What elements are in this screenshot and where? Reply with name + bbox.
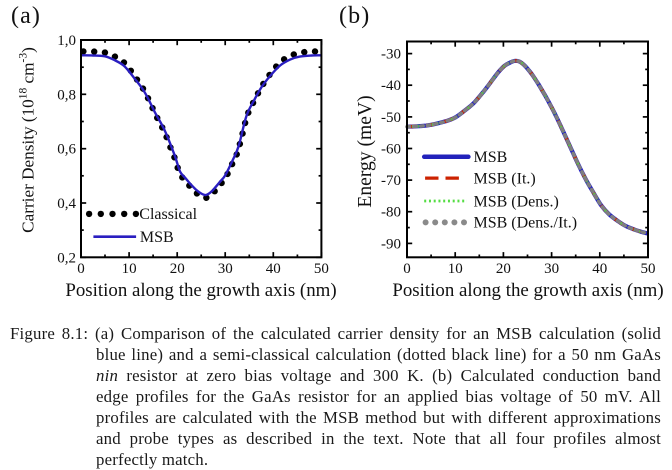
svg-text:MSB (Dens./It.): MSB (Dens./It.) <box>474 215 578 232</box>
svg-text:0,4: 0,4 <box>57 196 76 212</box>
svg-text:-60: -60 <box>381 142 401 158</box>
svg-text:(a): (a) <box>11 3 41 29</box>
svg-text:MSB (Dens.): MSB (Dens.) <box>474 193 559 210</box>
svg-text:40: 40 <box>266 261 281 277</box>
svg-text:-30: -30 <box>381 47 401 63</box>
svg-text:Energy (meV): Energy (meV) <box>355 95 376 207</box>
svg-text:MSB: MSB <box>474 149 508 166</box>
svg-text:20: 20 <box>496 261 511 277</box>
svg-text:MSB (It.): MSB (It.) <box>474 170 536 187</box>
svg-text:Classical: Classical <box>139 206 197 223</box>
svg-text:0,2: 0,2 <box>57 250 76 266</box>
svg-text:30: 30 <box>218 261 233 277</box>
svg-text:Carrier Density (1018 cm-3): Carrier Density (1018 cm-3) <box>18 47 38 233</box>
svg-text:10: 10 <box>122 261 137 277</box>
svg-text:20: 20 <box>170 261 185 277</box>
svg-text:0: 0 <box>403 261 411 277</box>
svg-text:0,6: 0,6 <box>57 142 76 158</box>
svg-text:50: 50 <box>641 261 656 277</box>
svg-text:1,0: 1,0 <box>57 33 76 49</box>
svg-text:10: 10 <box>448 261 463 277</box>
svg-text:-80: -80 <box>381 205 401 221</box>
svg-text:40: 40 <box>592 261 607 277</box>
svg-text:0: 0 <box>77 261 85 277</box>
svg-text:30: 30 <box>544 261 559 277</box>
svg-text:(b): (b) <box>339 3 370 29</box>
svg-text:-50: -50 <box>381 110 401 126</box>
svg-text:-90: -90 <box>381 236 401 252</box>
svg-text:-40: -40 <box>381 78 401 94</box>
svg-text:Position along the growth axis: Position along the growth axis (nm) <box>392 280 663 301</box>
svg-text:Position along the growth axis: Position along the growth axis (nm) <box>65 280 336 301</box>
svg-text:50: 50 <box>314 261 329 277</box>
svg-text:MSB: MSB <box>140 229 174 246</box>
svg-text:-70: -70 <box>381 173 401 189</box>
svg-text:0,8: 0,8 <box>57 87 76 103</box>
